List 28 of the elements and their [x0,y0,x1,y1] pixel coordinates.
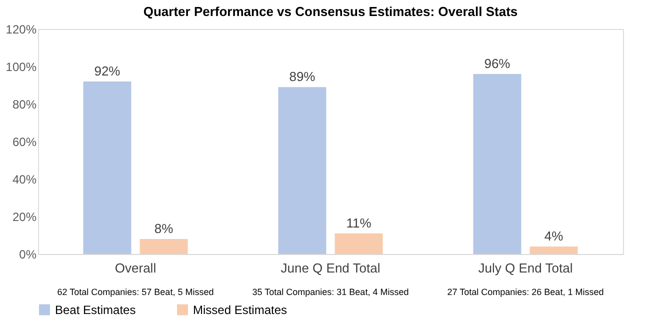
bar [334,233,383,254]
x-tick-label: June Q End Total [280,260,380,276]
y-tick-label: 20% [12,210,37,224]
x-tick-label: Overall [114,260,156,276]
y-tick-label: 40% [12,172,37,186]
y-tick-label: 80% [12,98,37,112]
data-label: 96% [484,56,511,71]
x-tick-label: July Q End Total [478,260,573,276]
y-tick-label: 60% [12,135,37,149]
data-label: 4% [544,228,564,244]
bar [473,74,522,254]
y-tick-label: 0% [19,248,37,262]
data-label: 92% [94,64,121,78]
legend-label: Beat Estimates [55,302,136,317]
bar [530,246,578,254]
bar [278,87,326,254]
legend-label: Missed Estimates [193,302,288,317]
data-label: 11% [346,215,372,230]
y-tick-label: 100% [6,60,37,74]
chart-title: Quarter Performance vs Consensus Estimates: Overall Stats [143,4,518,19]
text: 27 Total Companies: 26 Beat, 1 Missed [447,287,604,297]
data-label: 8% [154,221,174,236]
data-label: 89% [289,69,316,84]
bar [83,82,132,254]
bar [140,239,188,254]
text: 62 Total Companies: 57 Beat, 5 Missed [57,287,214,297]
y-tick-label: 120% [6,22,37,36]
text: 35 Total Companies: 31 Beat, 4 Missed [252,287,409,297]
